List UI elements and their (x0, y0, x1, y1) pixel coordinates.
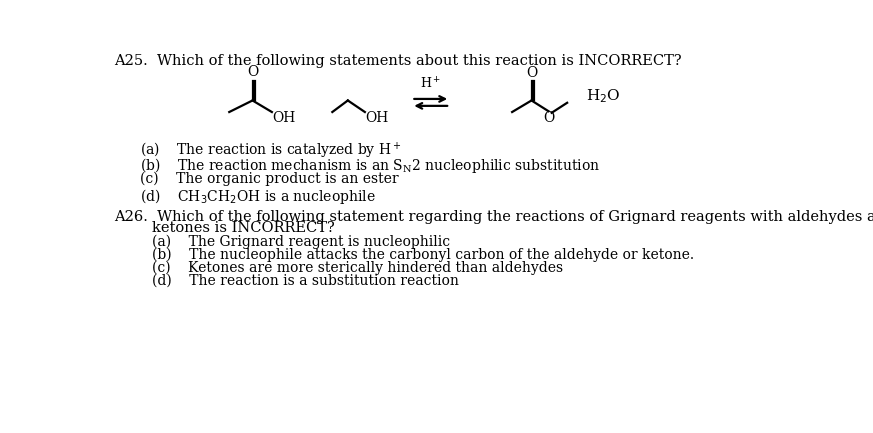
Text: A26.  Which of the following statement regarding the reactions of Grignard reage: A26. Which of the following statement re… (114, 210, 873, 224)
Text: H$_2$O: H$_2$O (586, 88, 620, 106)
Text: (c)    Ketones are more sterically hindered than aldehydes: (c) Ketones are more sterically hindered… (152, 261, 563, 275)
Text: (b)    The nucleophile attacks the carbonyl carbon of the aldehyde or ketone.: (b) The nucleophile attacks the carbonyl… (152, 248, 694, 262)
Text: O: O (543, 111, 554, 125)
Text: O: O (526, 66, 538, 80)
Text: (d)    CH$_3$CH$_2$OH is a nucleophile: (d) CH$_3$CH$_2$OH is a nucleophile (141, 187, 375, 206)
Text: (a)    The reaction is catalyzed by H$^+$: (a) The reaction is catalyzed by H$^+$ (141, 141, 402, 161)
Text: OH: OH (366, 111, 388, 125)
Text: (d)    The reaction is a substitution reaction: (d) The reaction is a substitution react… (152, 274, 458, 288)
Text: (c)    The organic product is an ester: (c) The organic product is an ester (141, 171, 399, 186)
Text: O: O (248, 65, 259, 79)
Text: (b)    The reaction mechanism is an $\mathregular{S_N}$2 nucleophilic substituti: (b) The reaction mechanism is an $\mathr… (141, 156, 600, 175)
Text: H$^+$: H$^+$ (420, 77, 442, 92)
Text: OH: OH (272, 111, 296, 125)
Text: ketones is INCORRECT?: ketones is INCORRECT? (114, 221, 334, 236)
Text: A25.  Which of the following statements about this reaction is INCORRECT?: A25. Which of the following statements a… (114, 54, 682, 68)
Text: (a)    The Grignard reagent is nucleophilic: (a) The Grignard reagent is nucleophilic (152, 234, 450, 249)
